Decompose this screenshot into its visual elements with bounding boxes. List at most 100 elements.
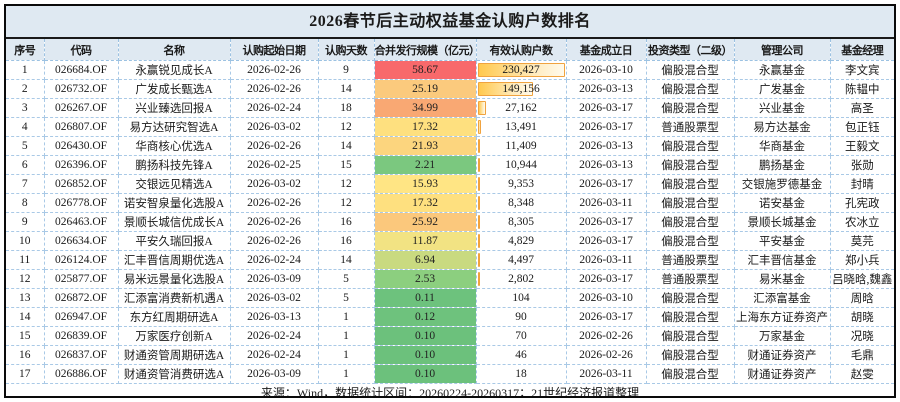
table-row: 10 026634.OF 平安久瑞回报A 2026-02-26 16 11.87 4,829… [6, 231, 894, 251]
cell-start-date: 2026-02-24 [229, 326, 319, 346]
cell-issue-scale: 17.32 [373, 117, 477, 137]
cell-days: 12 [317, 117, 375, 137]
cell-subscribers: 70 [475, 326, 567, 346]
cell-code: 026463.OF [43, 212, 119, 232]
cell-rank: 3 [6, 98, 45, 118]
cell-start-date: 2026-02-25 [229, 155, 319, 175]
cell-code: 026947.OF [43, 307, 119, 327]
column-header: 名称 [117, 39, 231, 61]
cell-establish-date: 2026-03-13 [565, 79, 647, 99]
cell-subscribers: 230,427 [475, 60, 567, 80]
cell-manager: 张勋 [829, 155, 894, 175]
cell-issue-scale: 2.21 [373, 155, 477, 175]
cell-subscribers: 4,497 [475, 250, 567, 270]
cell-days: 12 [317, 193, 375, 213]
cell-issue-scale: 0.12 [373, 307, 477, 327]
cell-manager: 陈韫中 [829, 79, 894, 99]
cell-start-date: 2026-03-09 [229, 269, 319, 289]
cell-days: 5 [317, 288, 375, 308]
cell-issue-scale: 0.10 [373, 326, 477, 346]
cell-fund-name: 汇丰晋信周期优选A [117, 250, 231, 270]
cell-subscribers: 90 [475, 307, 567, 327]
cell-issue-scale: 34.99 [373, 98, 477, 118]
cell-subscribers: 9,353 [475, 174, 567, 194]
cell-invest-type: 偏股混合型 [645, 288, 735, 308]
cell-company: 易方达基金 [733, 117, 831, 137]
cell-days: 9 [317, 60, 375, 80]
cell-company: 兴业基金 [733, 98, 831, 118]
cell-rank: 6 [6, 155, 45, 175]
cell-code: 026886.OF [43, 364, 119, 384]
cell-company: 财通证券资产 [733, 364, 831, 384]
cell-invest-type: 偏股混合型 [645, 345, 735, 365]
cell-fund-name: 财通资管周期研选A [117, 345, 231, 365]
cell-issue-scale: 0.10 [373, 364, 477, 384]
cell-rank: 13 [6, 288, 45, 308]
cell-manager: 李文宾 [829, 60, 894, 80]
table-row: 11 026124.OF 汇丰晋信周期优选A 2026-02-24 14 6.94 4,49… [6, 250, 894, 270]
table-row: 1 026684.OF 永赢锐见成长A 2026-02-26 9 58.67 230,427… [6, 60, 894, 80]
subscriber-databar [477, 177, 480, 191]
cell-company: 上海东方证券资产 [733, 307, 831, 327]
cell-company: 财通证券资产 [733, 345, 831, 365]
cell-issue-scale: 6.94 [373, 250, 477, 270]
cell-rank: 9 [6, 212, 45, 232]
cell-company: 汇添富基金 [733, 288, 831, 308]
cell-issue-scale: 11.87 [373, 231, 477, 251]
cell-issue-scale: 21.93 [373, 136, 477, 156]
table-row: 2 026732.OF 广发成长甄选A 2026-02-26 14 25.19 149,15… [6, 79, 894, 99]
cell-days: 1 [317, 326, 375, 346]
cell-subscribers: 8,305 [475, 212, 567, 232]
page-title: 2026春节后主动权益基金认购户数排名 [6, 6, 894, 39]
subscriber-databar [477, 120, 481, 134]
column-header: 基金经理 [829, 39, 894, 61]
cell-fund-name: 汇添富消费新机遇A [117, 288, 231, 308]
cell-establish-date: 2026-03-17 [565, 174, 647, 194]
column-header: 投资类型（二级） [645, 39, 735, 61]
cell-company: 平安基金 [733, 231, 831, 251]
cell-days: 1 [317, 345, 375, 365]
source-note: 来源：Wind，数据统计区间：20260224-20260317；21世纪经济报… [260, 386, 640, 398]
cell-rank: 17 [6, 364, 45, 384]
cell-days: 16 [317, 212, 375, 232]
cell-invest-type: 偏股混合型 [645, 174, 735, 194]
cell-code: 026684.OF [43, 60, 119, 80]
subscriber-databar [477, 215, 480, 229]
cell-start-date: 2026-02-26 [229, 60, 319, 80]
cell-start-date: 2026-02-26 [229, 212, 319, 232]
cell-manager: 周晗 [829, 288, 894, 308]
cell-manager: 郑小兵 [829, 250, 894, 270]
subscriber-databar [477, 272, 480, 286]
cell-fund-name: 易方达研究智选A [117, 117, 231, 137]
cell-days: 5 [317, 269, 375, 289]
cell-start-date: 2026-02-24 [229, 345, 319, 365]
cell-company: 汇丰晋信基金 [733, 250, 831, 270]
subscriber-databar [477, 253, 480, 267]
column-header: 管理公司 [733, 39, 831, 61]
cell-invest-type: 偏股混合型 [645, 79, 735, 99]
cell-start-date: 2026-02-26 [229, 136, 319, 156]
cell-rank: 10 [6, 231, 45, 251]
cell-invest-type: 偏股混合型 [645, 155, 735, 175]
cell-manager: 莫芫 [829, 231, 894, 251]
cell-invest-type: 偏股混合型 [645, 307, 735, 327]
cell-invest-type: 普通股票型 [645, 117, 735, 137]
cell-rank: 8 [6, 193, 45, 213]
cell-code: 025877.OF [43, 269, 119, 289]
cell-days: 15 [317, 155, 375, 175]
cell-company: 永赢基金 [733, 60, 831, 80]
cell-issue-scale: 0.10 [373, 345, 477, 365]
cell-fund-name: 诺安智泉量化选股A [117, 193, 231, 213]
cell-start-date: 2026-02-24 [229, 98, 319, 118]
cell-code: 026837.OF [43, 345, 119, 365]
cell-fund-name: 东方红周期研选A [117, 307, 231, 327]
cell-invest-type: 偏股混合型 [645, 60, 735, 80]
fund-ranking-table: 序号 代码 名称 认购起始日期 认购天数 合并发行规模（亿元） 有效认购户数 基金成立日 投资类… [6, 39, 894, 384]
cell-start-date: 2026-02-26 [229, 231, 319, 251]
cell-invest-type: 偏股混合型 [645, 98, 735, 118]
cell-subscribers: 27,162 [475, 98, 567, 118]
cell-subscribers: 18 [475, 364, 567, 384]
cell-manager: 赵雯 [829, 364, 894, 384]
cell-start-date: 2026-03-02 [229, 288, 319, 308]
cell-establish-date: 2026-02-26 [565, 345, 647, 365]
